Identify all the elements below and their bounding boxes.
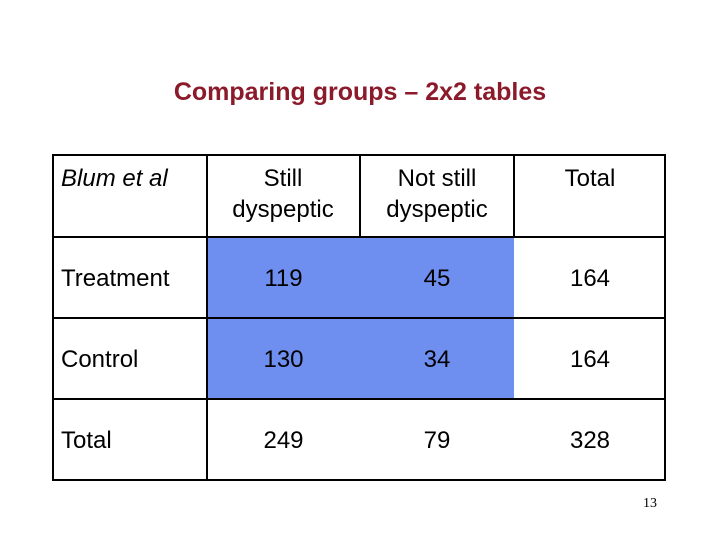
cell-treatment-still: 119: [207, 238, 360, 318]
column-header-still-dyspeptic: Still dyspeptic: [232, 165, 334, 223]
cell-control-still: 130: [207, 319, 360, 399]
row-divider-3: [52, 398, 666, 400]
page-number: 13: [643, 496, 657, 511]
column-divider-2: [359, 154, 361, 238]
column-divider-3: [513, 154, 515, 238]
corner-label: Blum et al: [61, 165, 168, 192]
cell-total-not-still: 79: [423, 426, 451, 454]
row-divider-1: [52, 236, 666, 238]
row-label-total: Total: [61, 426, 112, 454]
cell-treatment-not-still: 45: [360, 238, 514, 318]
column-header-total: Total: [564, 165, 616, 192]
row-label-control: Control: [61, 345, 139, 373]
cell-treatment-total: 164: [569, 264, 611, 292]
row-divider-2: [52, 317, 666, 319]
table-border-bottom: [52, 479, 666, 481]
cell-grand-total: 328: [569, 426, 611, 454]
cell-total-still: 249: [263, 426, 304, 454]
cell-control-not-still: 34: [360, 319, 514, 399]
slide-title: Comparing groups – 2x2 tables: [173, 78, 547, 106]
row-label-treatment: Treatment: [61, 264, 170, 292]
cell-control-total: 164: [569, 345, 611, 373]
column-header-not-still-dyspeptic: Not still dyspeptic: [386, 165, 488, 223]
